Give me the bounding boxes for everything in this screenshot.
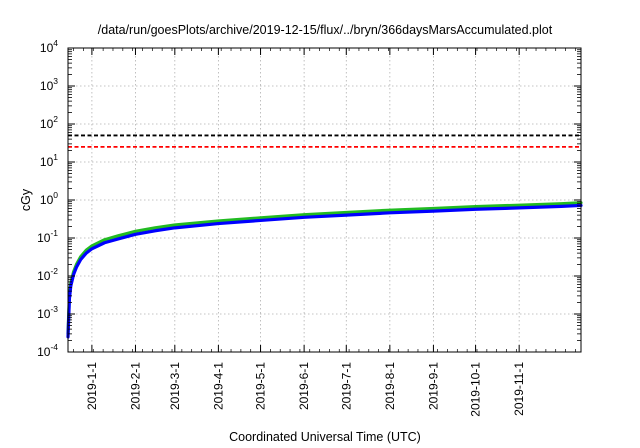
series-line bbox=[66, 203, 583, 339]
x-tick-label: 2019-5-1 bbox=[254, 362, 268, 410]
grid bbox=[68, 48, 581, 352]
y-axis-label: cGy bbox=[19, 188, 33, 211]
y-tick-base: 10 bbox=[40, 41, 54, 55]
x-tick-label: 2019-7-1 bbox=[339, 362, 353, 410]
x-tick-label: 2019-11-1 bbox=[512, 362, 526, 416]
x-tick-label: 2019-2-1 bbox=[128, 362, 142, 410]
y-tick-base: 10 bbox=[37, 231, 51, 245]
y-tick-exponent: 2 bbox=[53, 114, 58, 124]
y-tick-exponent: 4 bbox=[53, 38, 58, 48]
axis-ticks bbox=[68, 47, 581, 353]
y-tick-exponent: 3 bbox=[53, 76, 58, 86]
x-tick-label: 2019-6-1 bbox=[297, 362, 311, 410]
y-tick-base: 10 bbox=[37, 345, 51, 359]
reference-lines bbox=[68, 134, 581, 148]
y-tick-label: 10-1 bbox=[37, 228, 58, 245]
y-tick-base: 10 bbox=[40, 117, 54, 131]
x-tick-label: 2019-4-1 bbox=[211, 362, 225, 410]
y-tick-label: 10-4 bbox=[37, 342, 58, 359]
y-tick-exponent: -2 bbox=[50, 266, 58, 276]
y-tick-label: 10-3 bbox=[37, 304, 58, 321]
y-tick-label: 103 bbox=[40, 76, 58, 93]
y-tick-label: 104 bbox=[40, 38, 58, 55]
series-lines bbox=[66, 201, 583, 339]
y-tick-base: 10 bbox=[40, 155, 54, 169]
y-tick-exponent: 0 bbox=[53, 190, 58, 200]
y-tick-label: 101 bbox=[40, 152, 58, 169]
y-tick-label: 102 bbox=[40, 114, 58, 131]
x-tick-label: 2019-10-1 bbox=[469, 362, 483, 417]
y-tick-base: 10 bbox=[37, 269, 51, 283]
chart-title: /data/run/goesPlots/archive/2019-12-15/f… bbox=[98, 23, 553, 37]
y-tick-exponent: -1 bbox=[50, 228, 58, 238]
y-tick-label: 10-2 bbox=[37, 266, 58, 283]
y-tick-exponent: 1 bbox=[53, 152, 58, 162]
y-tick-base: 10 bbox=[40, 79, 54, 93]
y-tick-exponent: -4 bbox=[50, 342, 58, 352]
y-tick-base: 10 bbox=[37, 307, 51, 321]
x-tick-label: 2019-3-1 bbox=[168, 362, 182, 410]
x-tick-label: 2019-8-1 bbox=[383, 362, 397, 410]
x-axis-label: Coordinated Universal Time (UTC) bbox=[229, 430, 421, 444]
y-tick-base: 10 bbox=[40, 193, 54, 207]
x-tick-labels: 2019-1-1 2019-2-1 2019-3-1 2019-4-1 2019-5-1… bbox=[85, 362, 526, 417]
x-tick-label: 2019-1-1 bbox=[85, 362, 99, 410]
x-tick-label: 2019-9-1 bbox=[426, 362, 440, 410]
y-tick-exponent: -3 bbox=[50, 304, 58, 314]
y-tick-label: 100 bbox=[40, 190, 58, 207]
